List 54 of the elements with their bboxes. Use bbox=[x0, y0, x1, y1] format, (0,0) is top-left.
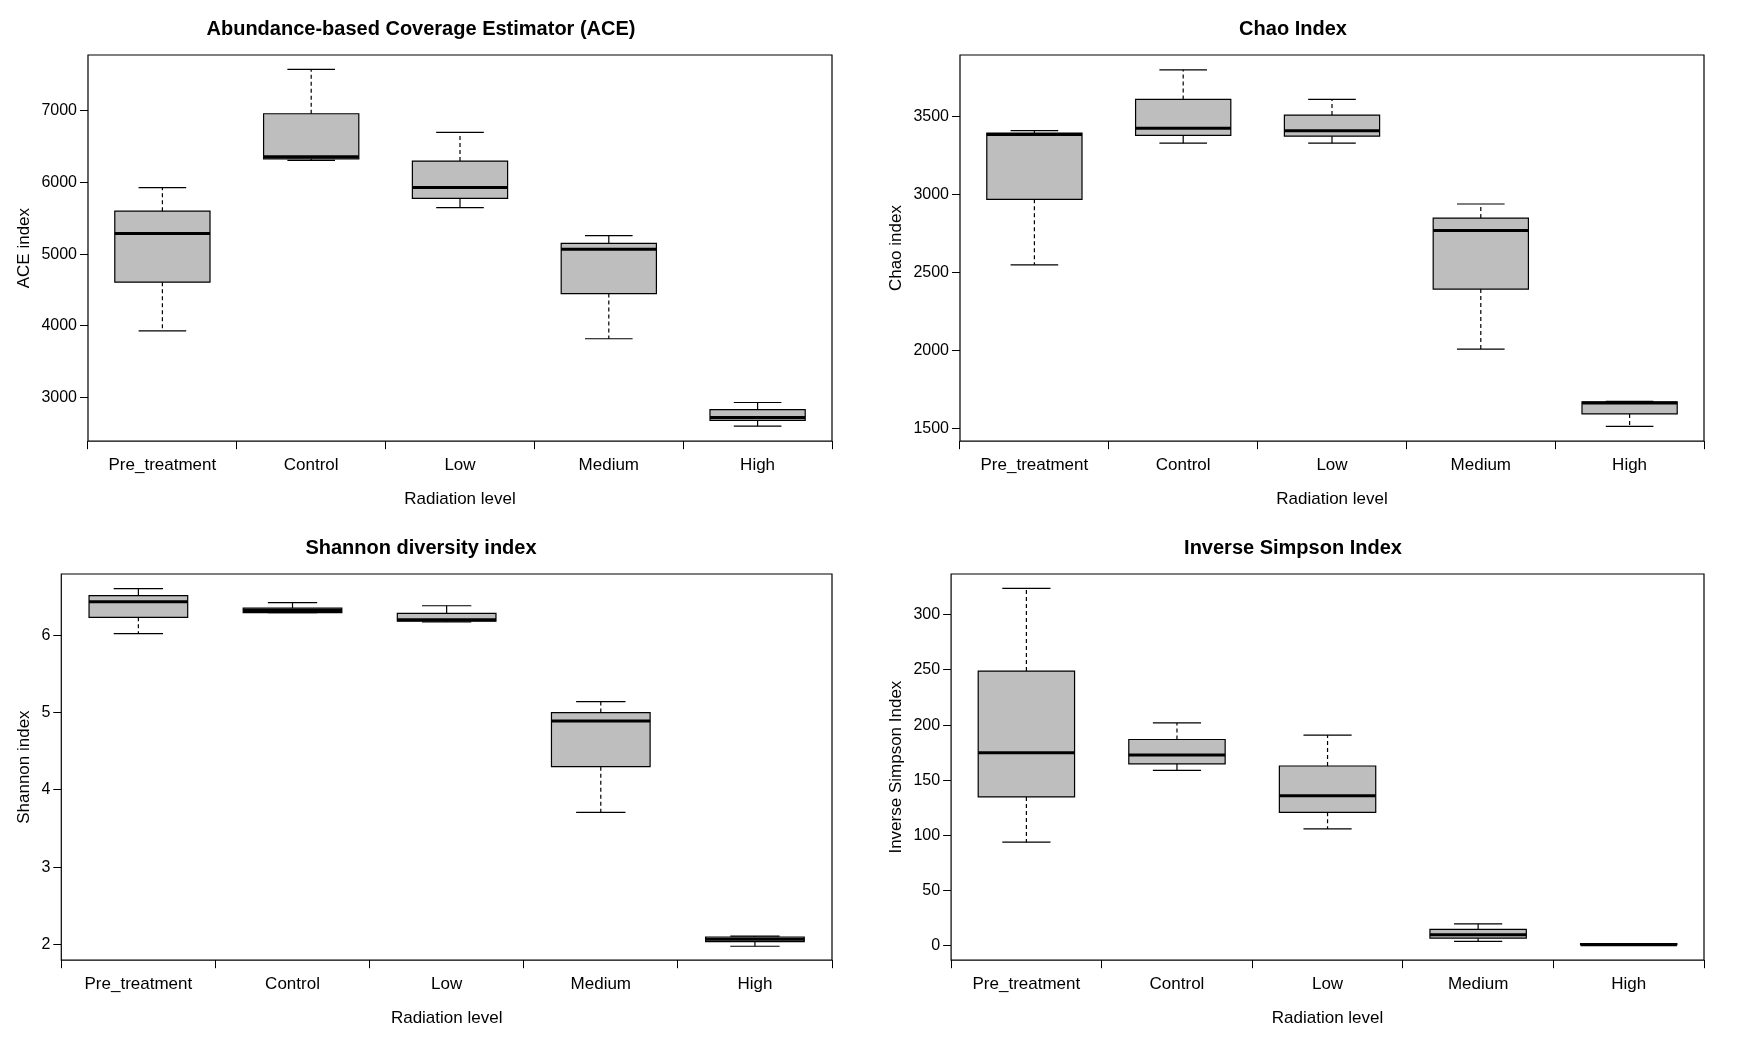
y-tick-label: 2500 bbox=[913, 263, 950, 281]
x-tick-label: Medium bbox=[578, 455, 640, 475]
y-tick-label: 200 bbox=[913, 715, 941, 733]
y-tick-label: 300 bbox=[913, 605, 941, 623]
y-tick-label: 250 bbox=[913, 660, 941, 678]
x-tick-label: Control bbox=[1149, 974, 1205, 994]
x-tick-label: Pre_treatment bbox=[972, 974, 1081, 994]
y-tick-label: 3000 bbox=[41, 387, 78, 405]
x-tick-label: Medium bbox=[570, 974, 632, 994]
y-tick-label: 5 bbox=[41, 702, 51, 720]
x-tick-label: Low bbox=[1311, 974, 1344, 994]
y-tick-label: 2000 bbox=[913, 341, 950, 359]
y-tick-label: 150 bbox=[913, 770, 941, 788]
x-tick-label: Medium bbox=[1447, 974, 1509, 994]
x-tick-label: High bbox=[740, 455, 776, 475]
x-axis-title: Radiation level bbox=[390, 1008, 503, 1028]
x-tick-label: High bbox=[1611, 974, 1647, 994]
y-axis-title: Chao index bbox=[885, 204, 905, 292]
y-axis-title: Inverse Simpson Index bbox=[885, 680, 905, 854]
chart-title: Chao Index bbox=[1239, 16, 1347, 39]
y-axis-title: Shannon index bbox=[13, 709, 33, 824]
x-tick-label: Medium bbox=[1450, 455, 1512, 475]
y-tick-label: 4000 bbox=[41, 316, 78, 334]
y-tick-label: 6000 bbox=[41, 172, 78, 190]
y-axis-title: ACE index bbox=[13, 207, 33, 289]
x-tick-label: Control bbox=[1155, 455, 1211, 475]
chart-title: Shannon diversity index bbox=[305, 535, 537, 558]
x-tick-label: Control bbox=[283, 455, 339, 475]
y-tick-label: 3500 bbox=[913, 107, 950, 125]
y-tick-label: 3000 bbox=[913, 185, 950, 203]
x-tick-label: Pre_treatment bbox=[980, 455, 1089, 475]
y-tick-label: 50 bbox=[922, 881, 941, 899]
x-axis-title: Radiation level bbox=[404, 489, 516, 509]
x-axis-title: Radiation level bbox=[1276, 489, 1388, 509]
x-tick-label: Pre_treatment bbox=[84, 974, 193, 994]
y-tick-label: 4 bbox=[41, 780, 51, 798]
x-tick-label: Low bbox=[1316, 455, 1349, 475]
y-tick-label: 6 bbox=[41, 625, 51, 643]
x-tick-label: High bbox=[737, 974, 773, 994]
x-tick-label: Low bbox=[431, 974, 463, 994]
x-tick-label: Control bbox=[265, 974, 320, 994]
y-tick-label: 7000 bbox=[41, 101, 78, 119]
y-tick-label: 5000 bbox=[41, 244, 78, 262]
y-tick-label: 3 bbox=[41, 857, 51, 875]
chart-title: Inverse Simpson Index bbox=[1184, 535, 1402, 558]
x-tick-label: High bbox=[1612, 455, 1648, 475]
chart-title: Abundance-based Coverage Estimator (ACE) bbox=[206, 16, 636, 39]
y-tick-label: 2 bbox=[41, 935, 51, 953]
x-tick-label: Pre_treatment bbox=[108, 455, 217, 475]
y-tick-label: 100 bbox=[913, 825, 941, 843]
x-axis-title: Radiation level bbox=[1271, 1008, 1384, 1028]
y-tick-label: 1500 bbox=[913, 419, 950, 437]
x-tick-label: Low bbox=[444, 455, 477, 475]
y-tick-label: 0 bbox=[931, 936, 941, 954]
